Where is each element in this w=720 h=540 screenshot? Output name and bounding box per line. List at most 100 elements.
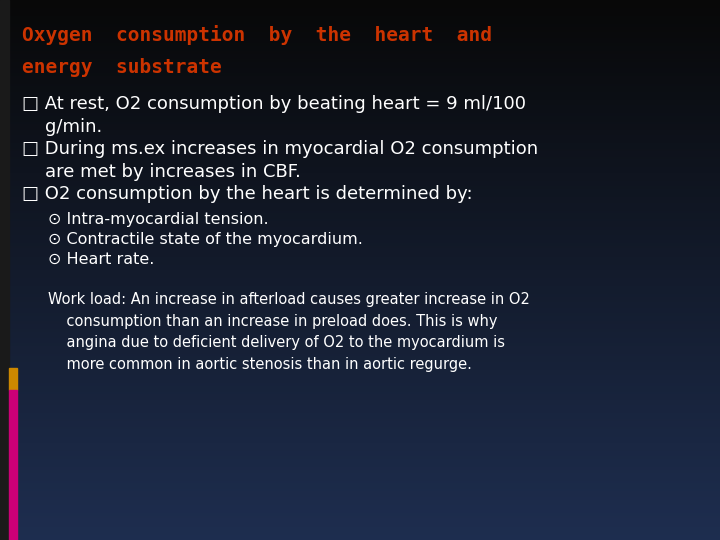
Bar <box>0 208 720 211</box>
Bar <box>0 459 720 462</box>
Bar <box>0 467 720 470</box>
Bar <box>9 390 17 540</box>
Bar <box>0 532 720 535</box>
Bar <box>0 235 720 238</box>
Bar <box>0 486 720 489</box>
Bar <box>0 154 720 157</box>
Bar <box>0 62 720 65</box>
Bar <box>0 256 720 259</box>
Bar <box>0 362 720 364</box>
Text: Oxygen  consumption  by  the  heart  and: Oxygen consumption by the heart and <box>22 25 492 45</box>
Bar <box>0 340 720 343</box>
Bar <box>0 400 720 402</box>
Bar <box>0 392 720 394</box>
Bar <box>0 497 720 500</box>
Bar <box>0 151 720 154</box>
Bar <box>0 389 720 392</box>
Bar <box>0 408 720 410</box>
Bar <box>0 70 720 73</box>
Bar <box>0 324 720 327</box>
Bar <box>0 286 720 289</box>
Bar <box>0 27 720 30</box>
Bar <box>0 259 720 262</box>
Bar <box>0 189 720 192</box>
Bar <box>0 508 720 510</box>
Text: □ At rest, O2 consumption by beating heart = 9 ml/100: □ At rest, O2 consumption by beating hea… <box>22 95 526 113</box>
Bar <box>0 138 720 140</box>
Bar <box>0 367 720 370</box>
Bar <box>0 22 720 24</box>
Bar <box>0 297 720 300</box>
Bar <box>0 143 720 146</box>
Bar <box>0 84 720 86</box>
Bar <box>0 416 720 418</box>
Bar <box>0 284 720 286</box>
Bar <box>0 418 720 421</box>
Bar <box>0 94 720 97</box>
Bar <box>0 356 720 359</box>
Bar <box>0 167 720 170</box>
Bar <box>0 397 720 400</box>
Bar <box>0 49 720 51</box>
Text: ⊙ Heart rate.: ⊙ Heart rate. <box>48 252 154 267</box>
Bar <box>0 232 720 235</box>
Bar <box>0 483 720 486</box>
Bar <box>0 526 720 529</box>
Bar <box>0 51 720 54</box>
Bar <box>0 421 720 424</box>
Bar <box>0 73 720 76</box>
Bar <box>0 192 720 194</box>
Bar <box>0 451 720 454</box>
Bar <box>0 57 720 59</box>
Text: □ O2 consumption by the heart is determined by:: □ O2 consumption by the heart is determi… <box>22 185 472 203</box>
Bar <box>0 475 720 478</box>
Bar <box>0 472 720 475</box>
Bar <box>0 173 720 176</box>
Bar <box>0 135 720 138</box>
Bar <box>0 489 720 491</box>
Bar <box>0 186 720 189</box>
Bar <box>0 162 720 165</box>
Bar <box>0 81 720 84</box>
Bar <box>0 211 720 213</box>
Bar <box>0 329 720 332</box>
Bar <box>0 240 720 243</box>
Bar <box>0 386 720 389</box>
Bar <box>0 265 720 267</box>
Bar <box>0 373 720 375</box>
Bar <box>0 338 720 340</box>
Bar <box>0 111 720 113</box>
Bar <box>0 518 720 521</box>
Text: are met by increases in CBF.: are met by increases in CBF. <box>22 163 301 181</box>
Bar <box>0 462 720 464</box>
Bar <box>0 516 720 518</box>
Bar <box>0 159 720 162</box>
Bar <box>0 302 720 305</box>
Bar <box>0 165 720 167</box>
Bar <box>0 294 720 297</box>
Bar <box>0 310 720 313</box>
Bar <box>0 327 720 329</box>
Bar <box>9 368 17 390</box>
Bar <box>0 359 720 362</box>
Bar <box>0 14 720 16</box>
Bar <box>0 251 720 254</box>
Bar <box>0 427 720 429</box>
Bar <box>0 481 720 483</box>
Bar <box>0 227 720 229</box>
Bar <box>0 313 720 316</box>
Bar <box>0 65 720 68</box>
Bar <box>0 537 720 540</box>
Bar <box>0 456 720 459</box>
Bar <box>0 5 720 8</box>
Bar <box>0 478 720 481</box>
Bar <box>0 35 720 38</box>
Bar <box>0 332 720 335</box>
Bar <box>0 24 720 27</box>
Bar <box>0 429 720 432</box>
Bar <box>0 335 720 338</box>
Bar <box>0 464 720 467</box>
Bar <box>0 432 720 435</box>
Bar <box>0 216 720 219</box>
Bar <box>0 0 9 540</box>
